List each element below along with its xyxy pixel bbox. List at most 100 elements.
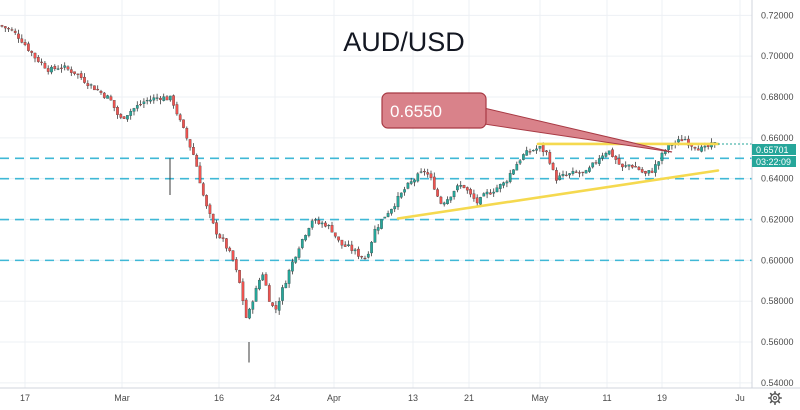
candle-up [512, 169, 515, 175]
gear-icon[interactable] [768, 391, 782, 405]
candle-up [584, 170, 588, 174]
candle-down [165, 96, 169, 101]
candle-up [307, 228, 311, 236]
candle-down [637, 166, 641, 170]
candle-up [703, 145, 707, 148]
candle-down [3, 26, 7, 29]
candle-down [330, 225, 334, 233]
candle-up [561, 174, 565, 176]
candle-down [244, 299, 248, 318]
candle-down [221, 237, 225, 239]
candle-up [482, 193, 486, 197]
candle-down [472, 193, 476, 199]
candle-down [350, 244, 354, 251]
candle-down [7, 28, 10, 30]
candle-down [119, 114, 123, 118]
candle-down [594, 162, 598, 164]
candle-up [155, 97, 159, 99]
candle-up [479, 197, 482, 205]
candle-down [324, 222, 327, 227]
candle-up [538, 146, 542, 149]
candle-down [363, 257, 367, 260]
candle-up [294, 256, 298, 263]
candle-down [23, 42, 27, 46]
candle-up [287, 270, 291, 284]
candle-down [621, 163, 624, 168]
candle-down [343, 244, 347, 247]
candle-down [53, 66, 57, 70]
countdown-tag-box [752, 156, 796, 167]
candle-down [30, 50, 34, 53]
candle-down [264, 274, 268, 286]
candle-down [696, 148, 700, 151]
candle-down [66, 66, 70, 70]
candle-up [297, 248, 301, 258]
candle-down [208, 204, 212, 214]
candle-up [370, 241, 373, 254]
candle-down [581, 171, 585, 173]
price-tick-label: 0.64000 [761, 174, 794, 184]
candle-down [640, 169, 644, 173]
candle-down [429, 173, 433, 178]
price-tick-label: 0.60000 [761, 255, 794, 265]
candle-down [159, 97, 162, 100]
countdown-tag-label: 03:22:09 [756, 157, 791, 167]
candle-down [545, 150, 548, 153]
candle-up [660, 152, 664, 161]
candle-down [551, 163, 555, 170]
candle-down [10, 29, 14, 31]
candle-down [465, 187, 469, 191]
candle-down [706, 145, 710, 147]
candle-down [99, 90, 103, 93]
candle-up [106, 95, 109, 99]
candle-down [680, 139, 684, 142]
candle-up [399, 192, 403, 198]
time-tick-label: Apr [327, 393, 341, 403]
candle-down [439, 196, 443, 204]
candle-up [152, 97, 156, 101]
candle-up [667, 144, 670, 150]
candle-down [634, 166, 637, 168]
candle-up [419, 171, 423, 173]
candle-up [126, 115, 129, 120]
candle-down [340, 239, 344, 246]
candle-up [129, 111, 133, 116]
candle-up [366, 253, 370, 258]
candles [0, 24, 717, 363]
candle-down [578, 172, 581, 174]
candle-up [531, 150, 535, 152]
candle-up [409, 181, 413, 184]
candle-up [647, 170, 651, 174]
candle-up [558, 175, 562, 181]
price-tick-label: 0.66000 [761, 133, 794, 143]
candle-down [211, 213, 215, 224]
candle-down [139, 104, 142, 106]
horizontal-levels [0, 157, 752, 262]
price-tick-label: 0.56000 [761, 337, 794, 347]
candle-up [607, 150, 611, 155]
candle-down [489, 192, 492, 195]
candle-up [277, 301, 281, 311]
candle-up [677, 139, 680, 143]
candle-down [614, 156, 618, 160]
candle-up [597, 158, 601, 164]
candle-up [291, 261, 294, 272]
candle-up [386, 213, 390, 217]
candle-up [310, 220, 314, 228]
candle-up [442, 202, 446, 205]
time-tick-label: 16 [214, 393, 224, 403]
candle-down [432, 176, 436, 190]
candle-down [317, 219, 321, 224]
callout-box [381, 92, 487, 129]
candle-up [601, 155, 604, 159]
candle-up [373, 229, 377, 243]
candle-up [518, 160, 522, 164]
candle-down [20, 38, 24, 43]
candle-down [564, 174, 568, 176]
candle-down [76, 73, 80, 75]
candle-down [109, 96, 113, 101]
candle-down [33, 52, 37, 59]
time-tick-label: 24 [270, 393, 280, 403]
candle-up [281, 287, 284, 301]
candle-up [498, 184, 502, 189]
